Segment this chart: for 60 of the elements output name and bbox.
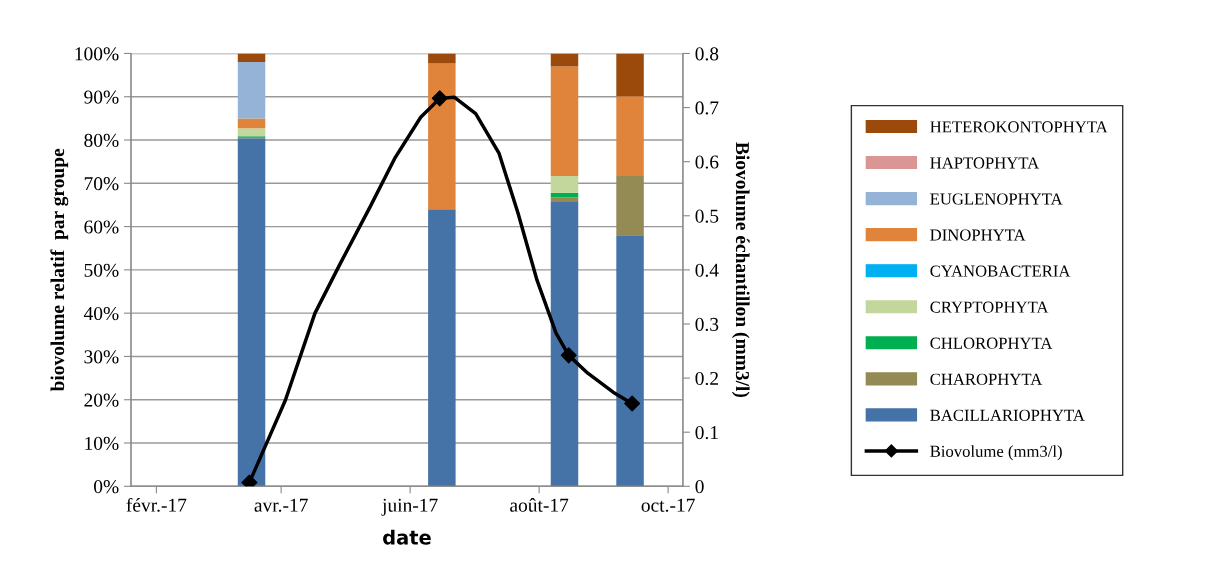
bar [237, 53, 266, 63]
bar [237, 138, 266, 487]
x-tick-label: oct.-17 [641, 498, 695, 512]
y2-axis-title: Biovolume échantillon (mm3/l) [731, 142, 750, 398]
point [624, 395, 641, 412]
bar [237, 128, 266, 137]
legend-label: CRYPTOPHYTA [930, 301, 1049, 313]
y-tick-label: 70% [84, 177, 119, 191]
bar [550, 66, 579, 176]
bar [616, 96, 644, 176]
bar [616, 175, 644, 236]
bar [237, 62, 266, 119]
bar [237, 118, 266, 129]
bar [550, 201, 579, 487]
bar [550, 197, 579, 202]
point [560, 347, 577, 364]
y2-tick-label: 0.3 [695, 317, 719, 331]
point [241, 474, 258, 487]
bar [428, 53, 456, 64]
bar [550, 175, 579, 193]
bar [616, 53, 644, 97]
y-tick-label: 40% [83, 306, 119, 321]
y-tick-label: 60% [84, 220, 119, 234]
bar [428, 209, 456, 487]
legend-label: CHLOROPHYTA [930, 337, 1053, 349]
y2-tick-label: 0 [695, 480, 704, 494]
y-axis-title: biovolume relatif par groupe [50, 148, 69, 392]
y2-tick-label: 0.5 [695, 209, 719, 223]
y-tick-label: 50% [84, 263, 119, 277]
y-tick-label: 100% [75, 47, 119, 61]
point [431, 90, 448, 107]
legend-label: BACILLARIOPHYTA [930, 409, 1085, 421]
bar [428, 63, 456, 210]
y-tick-label: 0% [94, 480, 119, 494]
legend-label: CHAROPHYTA [930, 373, 1043, 385]
y2-tick-label: 0.7 [695, 101, 719, 115]
y-tick-label: 10% [85, 436, 119, 451]
legend-label: HAPTOPHYTA [930, 157, 1040, 169]
y2-tick-label: 0.6 [695, 155, 719, 169]
legend-label: HETEROKONTOPHYTA [930, 121, 1108, 133]
y2-tick-label: 0.8 [695, 47, 719, 61]
bar [616, 235, 644, 487]
x-axis-title: date [383, 529, 431, 545]
y2-tick-label: 0.4 [695, 263, 719, 277]
y-tick-label: 20% [84, 393, 119, 407]
y-tick-label: 80% [84, 133, 119, 148]
x-tick-label: août-17 [510, 498, 569, 512]
y-tick-label: 30% [84, 350, 119, 364]
legend-label: EUGLENOPHYTA [930, 193, 1063, 205]
x-tick-label: avr.-17 [254, 498, 308, 512]
legend-label: Biovolume (mm3/l) [930, 445, 1062, 461]
legend-label: CYANOBACTERIA [930, 265, 1071, 277]
legend-label: DINOPHYTA [930, 229, 1026, 241]
y2-tick-label: 0.2 [695, 371, 718, 386]
x-tick-label: févr.-17 [126, 497, 187, 512]
bar [550, 192, 579, 198]
bar [550, 53, 579, 67]
y2-tick-label: 0.1 [695, 426, 718, 440]
x-tick-label: juin-17 [381, 498, 438, 516]
y-tick-label: 90% [84, 90, 119, 104]
